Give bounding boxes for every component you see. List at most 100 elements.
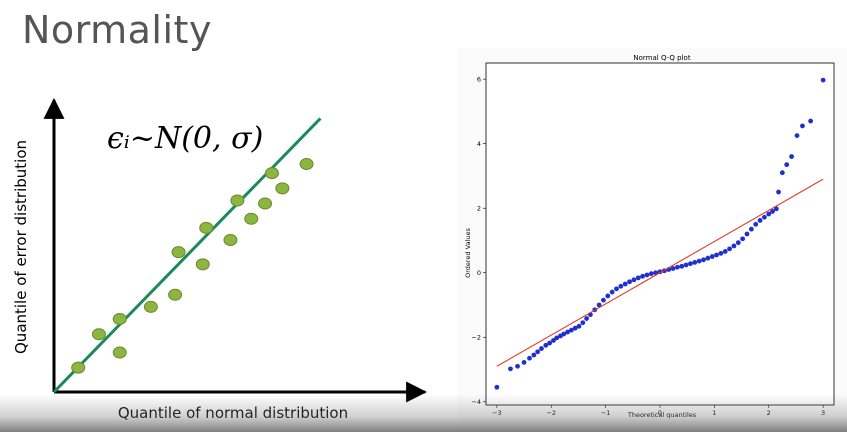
qq-point [692, 259, 698, 265]
x-tick-label: −3 [492, 409, 502, 417]
qq-point [770, 209, 775, 214]
qq-point [568, 327, 574, 333]
qq-point [609, 289, 615, 295]
qq-point [757, 218, 763, 223]
y-tick-label: −4 [471, 398, 481, 406]
qq-y-axis-label: Ordered Values [464, 228, 472, 278]
qq-plot-panel: Normal Q-Q plot Theoretical quantiles Or… [458, 48, 847, 432]
qq-point [683, 262, 689, 268]
qq-point [572, 325, 578, 331]
data-point [223, 234, 238, 246]
data-point [71, 361, 86, 374]
data-point [275, 182, 290, 195]
plot-area [485, 62, 835, 406]
qq-point [794, 133, 800, 138]
x-tick-label: 2 [767, 409, 771, 417]
qq-reference-line [496, 178, 824, 367]
qq-point [640, 273, 645, 279]
qq-point [494, 384, 500, 390]
qq-point [800, 123, 805, 129]
data-point [171, 246, 186, 259]
data-point [112, 346, 127, 359]
data-point [244, 212, 259, 225]
qq-point [784, 162, 790, 168]
qq-point [539, 346, 544, 351]
qq-point [576, 323, 582, 329]
qq-plot-title: Normal Q-Q plot [633, 54, 690, 62]
qq-point [808, 118, 814, 124]
data-point [299, 158, 314, 170]
y-axis-label: Quantile of error distribution [12, 140, 30, 354]
qq-point [580, 320, 586, 326]
qq-point [605, 293, 611, 299]
qq-point [584, 316, 589, 321]
qq-point [776, 189, 781, 195]
qq-point [543, 342, 549, 348]
qq-point [601, 297, 606, 303]
qq-point [718, 250, 724, 256]
qq-point [705, 255, 711, 261]
x-tick-label: −2 [546, 409, 556, 417]
data-point [258, 197, 273, 210]
data-point [230, 194, 245, 207]
normality-diagram: ϵᵢ~N(0, σ) Quantile of error distributio… [12, 97, 428, 422]
x-tick-label: 3 [821, 409, 825, 417]
qq-point [696, 258, 702, 264]
qq-point [789, 154, 794, 159]
qq-point [535, 349, 541, 355]
qq-point [727, 246, 732, 252]
qq-point [744, 231, 750, 237]
qq-point [753, 221, 759, 227]
qq-plot: Normal Q-Q plot Theoretical quantiles Or… [464, 54, 835, 419]
qq-point [627, 279, 632, 285]
qq-point [766, 211, 772, 217]
qq-point [618, 283, 624, 289]
qq-point [531, 352, 537, 358]
qq-point [748, 226, 754, 232]
qq-point [521, 360, 527, 365]
qq-point [762, 214, 767, 220]
qq-point [644, 272, 650, 278]
qq-point [614, 286, 619, 292]
qq-point [688, 261, 693, 267]
y-tick-label: −2 [471, 333, 481, 341]
qq-point [635, 275, 641, 281]
qq-point [622, 281, 628, 287]
error-formula: ϵᵢ~N(0, σ) [107, 121, 263, 156]
data-point [199, 221, 214, 234]
qq-point [561, 331, 567, 337]
qq-point [675, 264, 680, 270]
qq-point [779, 170, 785, 176]
x-tick-label: 1 [712, 409, 716, 417]
data-point [168, 288, 183, 301]
qq-point [714, 252, 719, 258]
qq-point [527, 355, 532, 361]
qq-point [735, 240, 741, 246]
data-point [91, 328, 106, 341]
qq-point [709, 254, 715, 259]
qq-point [596, 302, 602, 308]
y-tick-label: 2 [477, 204, 481, 212]
fit-line [52, 117, 322, 394]
x-axis-label: Quantile of normal distribution [118, 404, 348, 422]
qq-point [648, 271, 654, 277]
qq-point [631, 277, 637, 283]
qq-point [731, 243, 737, 249]
qq-point [722, 249, 728, 254]
qq-point [773, 206, 779, 212]
y-tick-label: 0 [477, 269, 481, 277]
x-tick-label: 0 [658, 409, 662, 417]
qq-point [547, 340, 553, 346]
data-point [195, 258, 210, 271]
data-point [264, 167, 279, 180]
qq-point [551, 338, 556, 343]
qq-point [820, 77, 826, 83]
qq-point [508, 366, 513, 372]
data-point [143, 300, 158, 313]
qq-point [565, 329, 570, 335]
qq-point [670, 266, 676, 271]
qq-point [740, 236, 746, 242]
qq-point [701, 257, 706, 263]
y-tick-label: 6 [477, 75, 481, 83]
y-tick-label: 4 [477, 140, 481, 148]
